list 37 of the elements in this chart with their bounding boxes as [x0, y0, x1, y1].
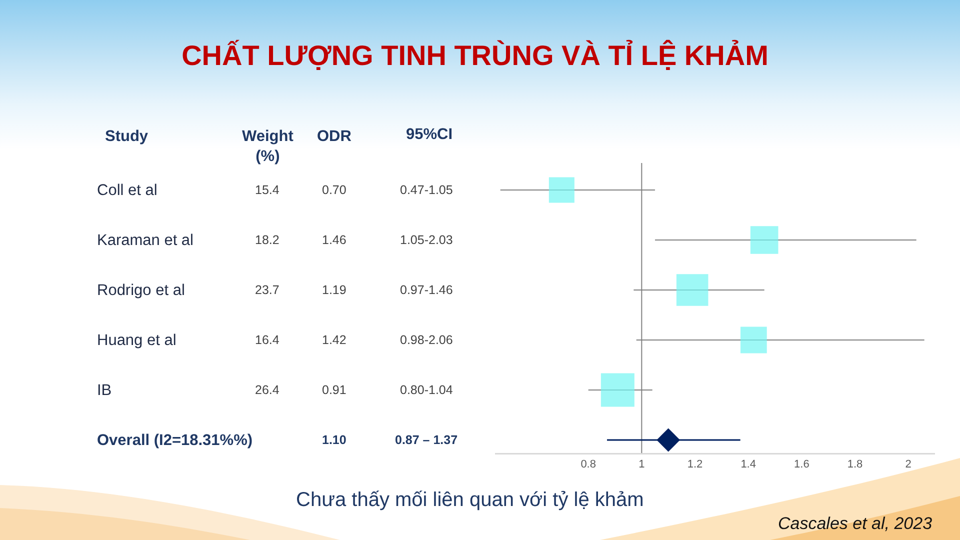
- text: Huang et al: [97, 332, 176, 349]
- chart-title: CHẤT LƯỢNG TINH TRÙNG VÀ TỈ LỆ KHẢM: [182, 38, 768, 71]
- x-tick-label: 2: [905, 458, 912, 471]
- data-label: 1.19: [322, 283, 346, 297]
- text: 0.98-2.06: [400, 333, 453, 347]
- text: 0.87 – 1.37: [395, 433, 458, 447]
- text: Coll et al: [97, 182, 158, 199]
- text: 0.80-1.04: [400, 383, 453, 397]
- text: Overall (I2=18.31%%): [97, 432, 253, 449]
- text: Study: [105, 128, 148, 145]
- text: 16.4: [255, 333, 280, 347]
- x-tick-label: 1.4: [740, 458, 756, 471]
- text: 0.97-1.46: [400, 283, 453, 297]
- text: 18.2: [255, 233, 280, 247]
- text: 15.4: [255, 183, 280, 197]
- x-tick-label: 0.8: [580, 458, 596, 471]
- text: IB: [97, 382, 112, 399]
- text: Weight (%): [242, 128, 294, 166]
- data-label: 1.46: [322, 233, 346, 247]
- text: ODR: [317, 128, 352, 145]
- text: 95%CI: [406, 126, 453, 143]
- text: Cascales et al, 2023: [778, 514, 933, 533]
- data-label: 1.42: [322, 333, 346, 347]
- text: 23.7: [255, 283, 280, 297]
- text: 26.4: [255, 383, 280, 397]
- data-label: 0.70: [322, 183, 346, 197]
- text: Chưa thấy mối liên quan với tỷ lệ khảm: [296, 489, 644, 511]
- text: 1.10: [322, 433, 346, 447]
- text: Rodrigo et al: [97, 282, 185, 299]
- text: 0.47-1.05: [400, 183, 453, 197]
- x-tick-label: 1.6: [794, 458, 810, 471]
- x-tick-label: 1.8: [847, 458, 863, 471]
- text: 1.05-2.03: [400, 233, 453, 247]
- x-tick-label: 1.2: [687, 458, 703, 471]
- x-tick-label: 1: [638, 458, 645, 471]
- data-label: 0.91: [322, 383, 346, 397]
- text: Karaman et al: [97, 232, 194, 249]
